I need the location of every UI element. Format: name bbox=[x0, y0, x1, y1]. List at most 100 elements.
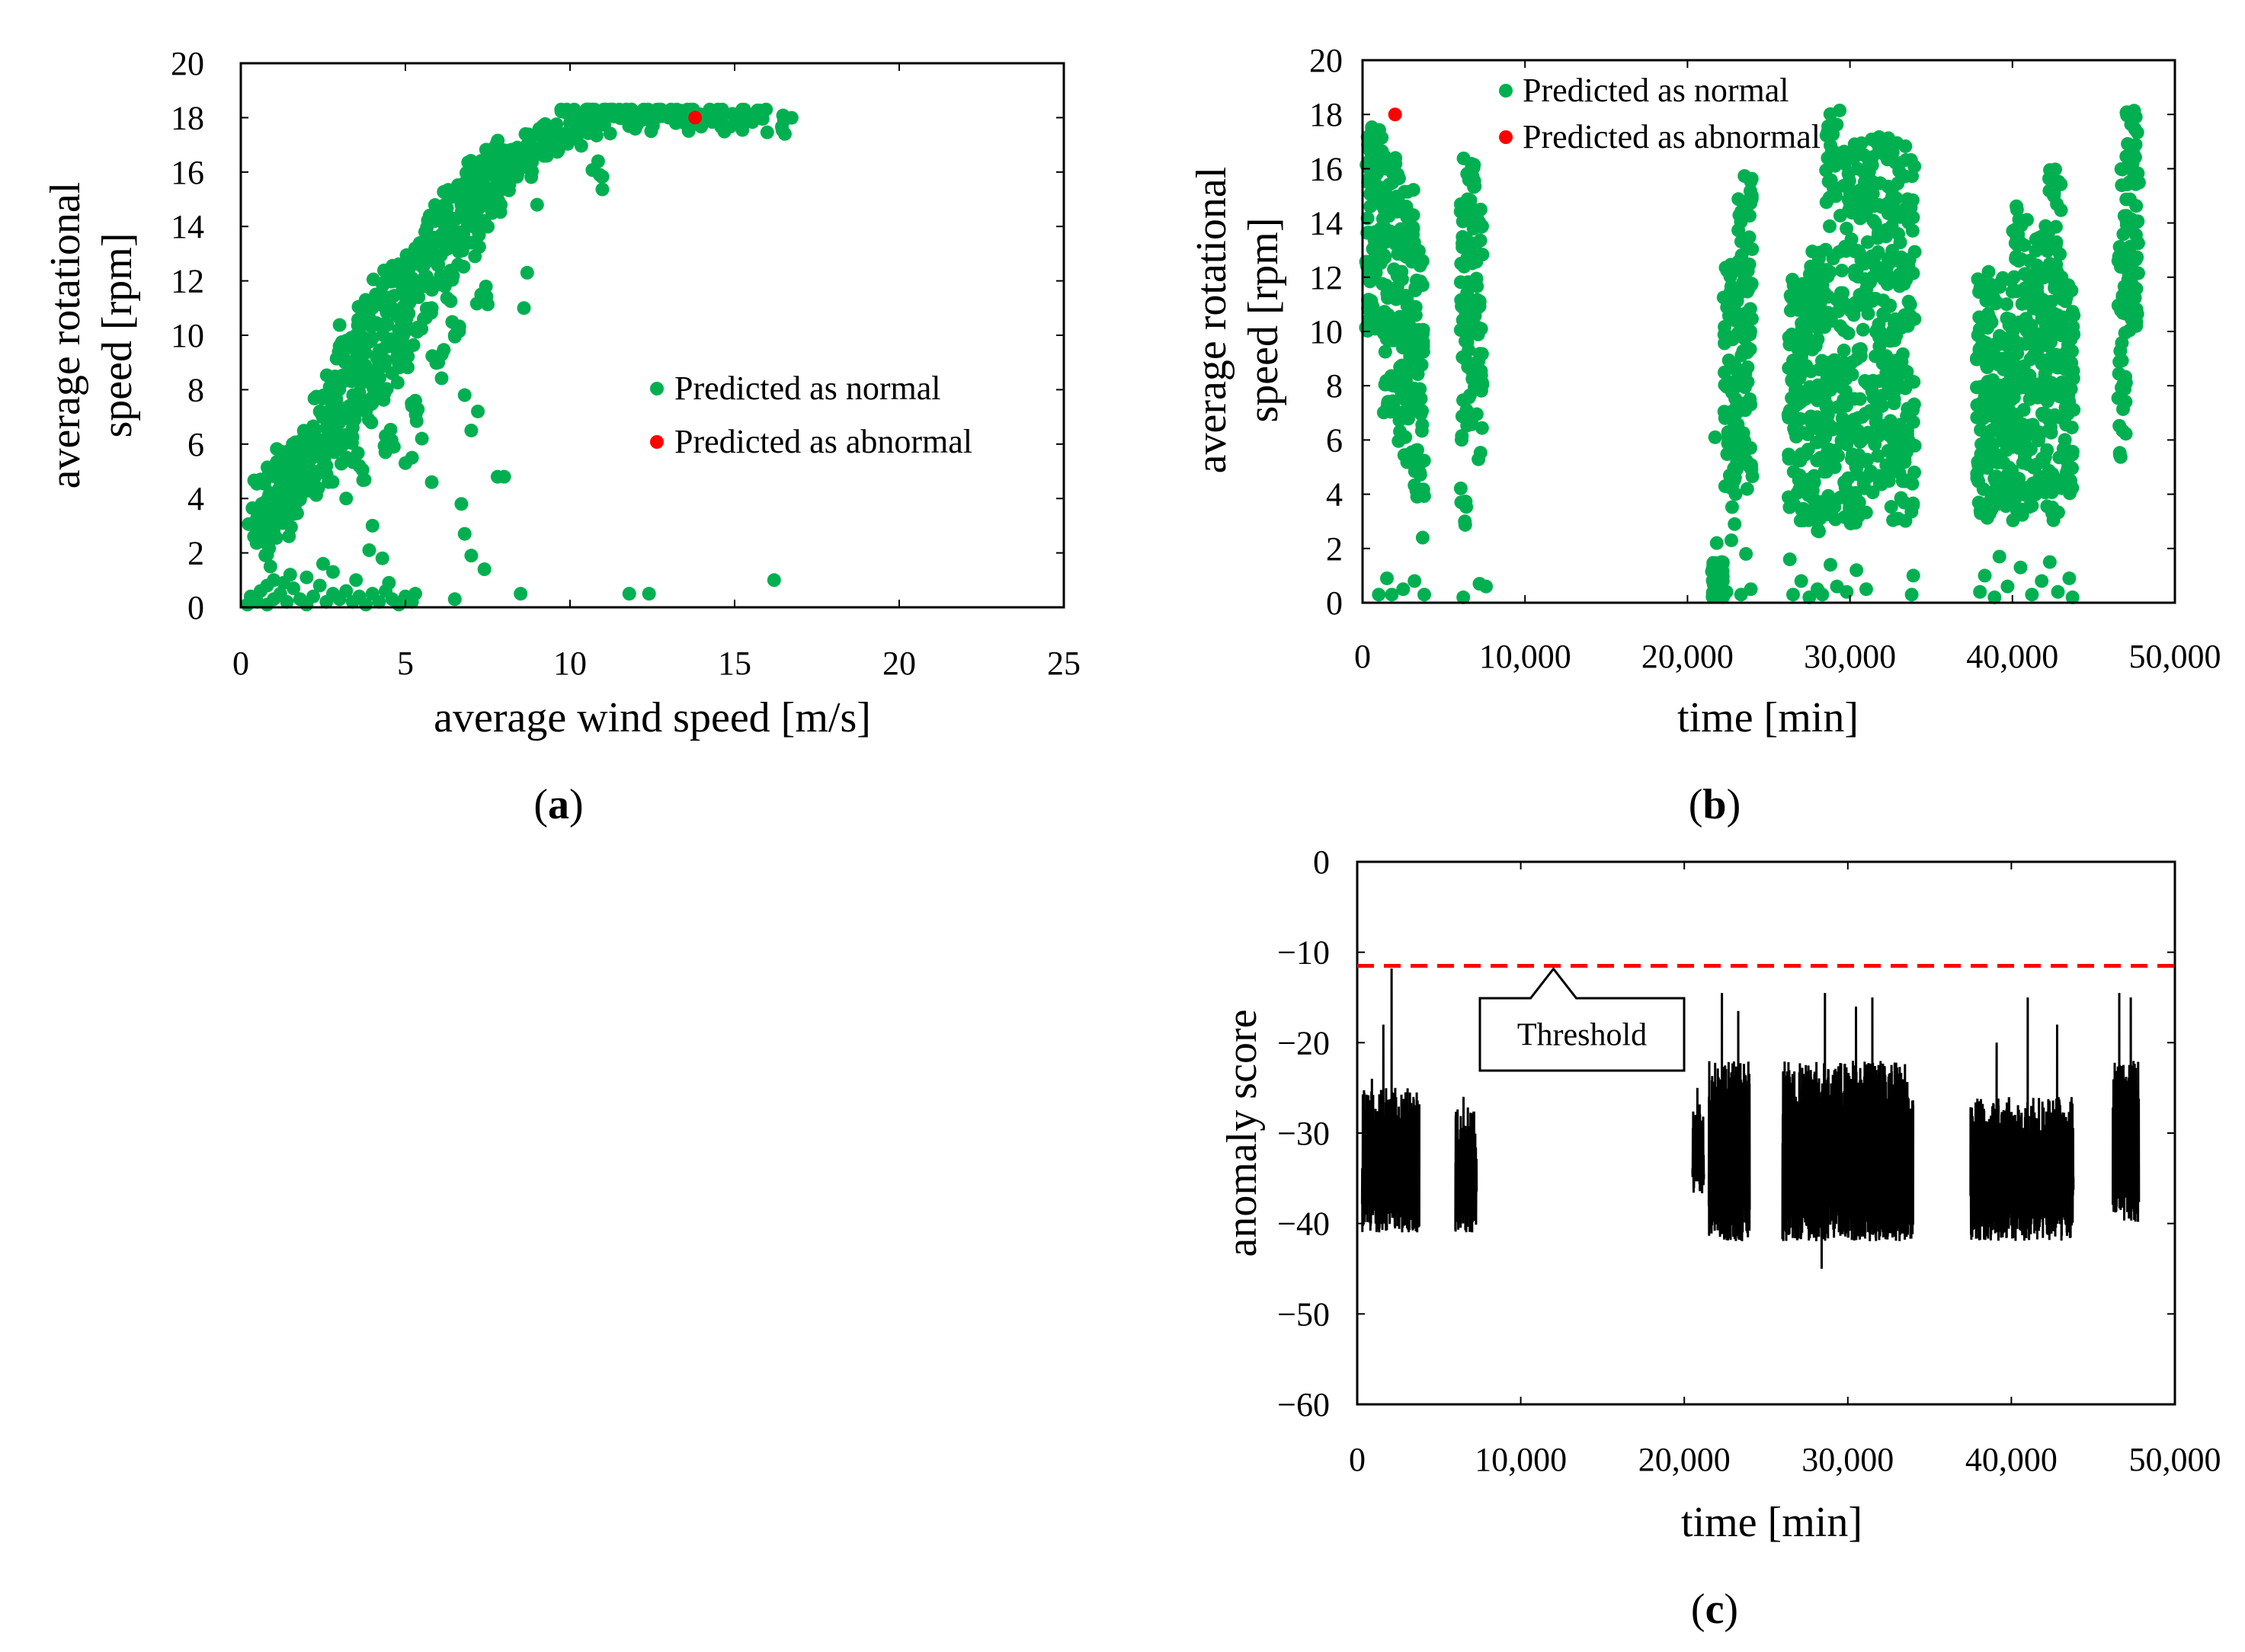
normal-point bbox=[1706, 586, 1721, 600]
normal-point bbox=[1379, 571, 1394, 585]
threshold-callout-label: Threshold bbox=[1517, 1018, 1647, 1053]
normal-point bbox=[339, 491, 354, 506]
normal-point bbox=[1368, 266, 1382, 280]
normal-point bbox=[1973, 584, 1987, 599]
x-tick-label: 15 bbox=[718, 645, 751, 682]
y-tick-label: 6 bbox=[187, 426, 204, 463]
normal-point bbox=[444, 294, 458, 309]
normal-point bbox=[524, 170, 539, 184]
normal-point bbox=[1859, 582, 1873, 597]
normal-point bbox=[263, 559, 277, 574]
normal-point bbox=[1394, 222, 1408, 236]
normal-point bbox=[1867, 199, 1882, 213]
y-tick-label: −30 bbox=[1277, 1115, 1330, 1152]
normal-point bbox=[735, 123, 750, 137]
normal-point bbox=[1989, 337, 2003, 351]
normal-point bbox=[2022, 254, 2037, 268]
normal-point bbox=[395, 319, 409, 333]
normal-point bbox=[1990, 351, 2004, 365]
normal-point bbox=[1790, 363, 1805, 378]
normal-point bbox=[1377, 220, 1392, 235]
y-tick-label: 14 bbox=[171, 208, 204, 245]
normal-point bbox=[1841, 167, 1856, 181]
normal-point bbox=[1859, 375, 1874, 389]
normal-point bbox=[401, 360, 415, 375]
panel-a-label: (a) bbox=[533, 781, 583, 828]
normal-point bbox=[1782, 552, 1797, 567]
normal-point bbox=[315, 461, 330, 475]
normal-point bbox=[339, 584, 354, 598]
normal-point bbox=[1988, 296, 2003, 311]
anomaly-score-line bbox=[1707, 993, 1751, 1241]
normal-point bbox=[424, 475, 439, 489]
normal-point bbox=[2031, 390, 2045, 405]
normal-point bbox=[2112, 354, 2127, 369]
normal-point bbox=[270, 464, 284, 479]
normal-point bbox=[1822, 442, 1837, 456]
normal-point bbox=[774, 120, 789, 134]
normal-point bbox=[471, 404, 485, 418]
panel-b-y-axis-label-line1: average rotational bbox=[1188, 167, 1235, 474]
normal-point bbox=[784, 110, 799, 125]
normal-point bbox=[2022, 500, 2036, 514]
normal-point bbox=[316, 556, 330, 571]
panel-c-marks bbox=[1360, 968, 2141, 1269]
normal-point bbox=[406, 338, 421, 352]
panel-a-marks bbox=[240, 102, 799, 612]
normal-point bbox=[1745, 469, 1760, 484]
normal-point bbox=[335, 401, 350, 415]
normal-point bbox=[2006, 390, 2021, 405]
normal-point bbox=[1471, 327, 1485, 341]
y-tick-label: 0 bbox=[1313, 844, 1330, 881]
normal-point bbox=[1808, 338, 1823, 353]
normal-point bbox=[1859, 281, 1874, 296]
normal-point bbox=[1842, 359, 1856, 373]
normal-point bbox=[612, 102, 626, 117]
y-tick-label: 0 bbox=[1326, 584, 1343, 622]
normal-point bbox=[1888, 383, 1902, 398]
normal-point bbox=[1718, 336, 1732, 351]
normal-point bbox=[409, 414, 424, 428]
normal-point bbox=[1906, 415, 1920, 429]
normal-point bbox=[1837, 343, 1851, 357]
panel-a-label-close: ) bbox=[569, 781, 584, 828]
normal-point bbox=[1846, 486, 1860, 501]
normal-point bbox=[1853, 392, 1867, 406]
normal-point bbox=[2129, 319, 2144, 333]
normal-point bbox=[2054, 270, 2069, 284]
normal-point bbox=[1400, 455, 1414, 469]
panel-c-ticks: 0 10,000 20,000 30,000 40,000 50,000 0 −10 −20 −3… bbox=[1277, 844, 2221, 1478]
normal-point bbox=[1903, 297, 1917, 312]
normal-point bbox=[1725, 478, 1740, 492]
normal-point bbox=[491, 133, 505, 148]
normal-point bbox=[415, 431, 429, 446]
normal-point bbox=[2043, 261, 2058, 275]
normal-point bbox=[469, 296, 484, 311]
normal-point bbox=[2013, 560, 2028, 575]
normal-point bbox=[338, 355, 352, 370]
normal-point bbox=[1811, 523, 1825, 538]
normal-point bbox=[1721, 425, 1735, 440]
normal-point bbox=[2054, 177, 2068, 191]
normal-point bbox=[1739, 546, 1753, 561]
normal-point bbox=[1887, 396, 1901, 411]
x-tick-label: 0 bbox=[1354, 638, 1371, 675]
normal-point bbox=[258, 515, 273, 530]
x-tick-label: 40,000 bbox=[1966, 638, 2058, 675]
normal-point bbox=[1849, 459, 1863, 474]
normal-point bbox=[452, 319, 466, 334]
x-tick-label: 10 bbox=[553, 645, 587, 682]
normal-point bbox=[1472, 354, 1486, 368]
normal-point bbox=[1742, 230, 1757, 245]
normal-point bbox=[1400, 184, 1414, 199]
normal-point bbox=[1842, 203, 1856, 217]
normal-point bbox=[375, 551, 389, 565]
normal-point bbox=[600, 108, 614, 123]
normal-point bbox=[1792, 383, 1806, 398]
y-tick-label: 18 bbox=[171, 99, 204, 136]
normal-point bbox=[2127, 173, 2141, 187]
y-tick-label: 8 bbox=[187, 371, 204, 408]
normal-point bbox=[1790, 453, 1805, 467]
normal-point bbox=[364, 415, 379, 430]
normal-point bbox=[1743, 392, 1757, 406]
